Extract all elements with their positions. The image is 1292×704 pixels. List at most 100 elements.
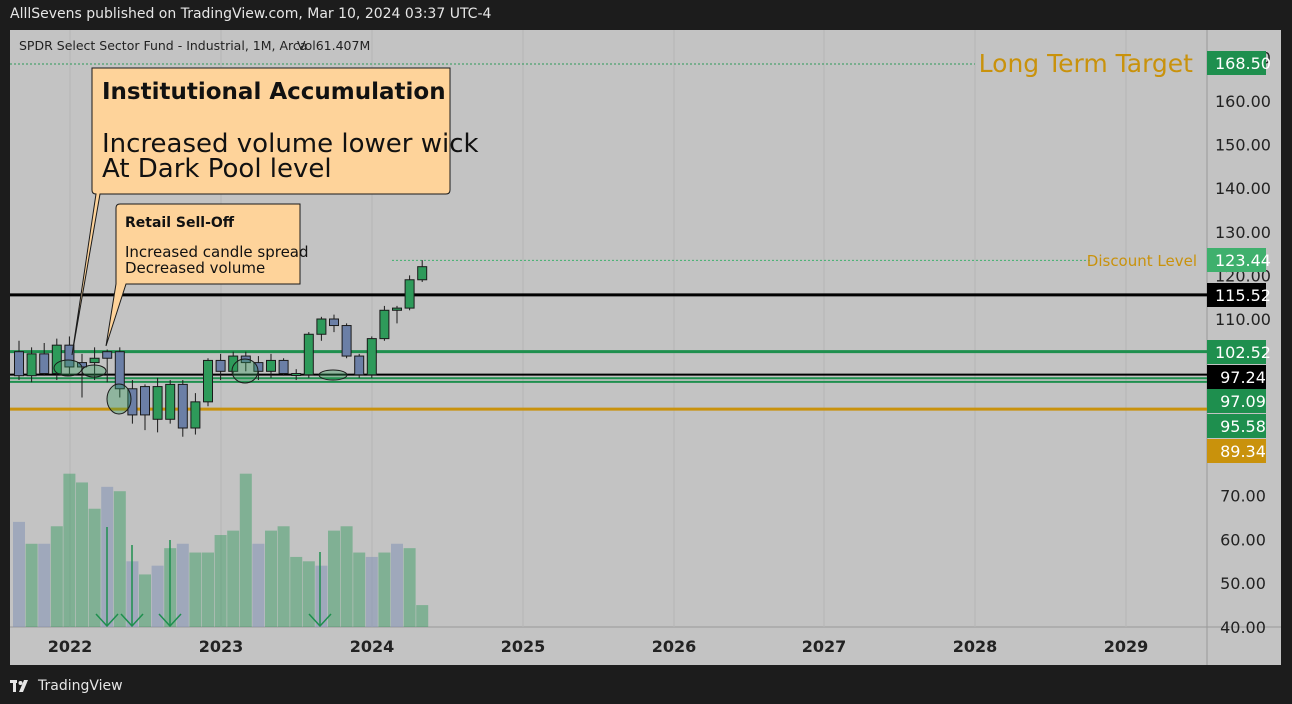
price-tag-label: 97.24 bbox=[1220, 368, 1266, 387]
candle-body bbox=[102, 351, 113, 359]
x-tick-label: 2029 bbox=[1104, 637, 1149, 656]
x-tick-label: 2027 bbox=[802, 637, 847, 656]
x-tick-label: 2028 bbox=[953, 637, 998, 656]
price-tag-bg bbox=[1207, 51, 1266, 75]
volume-bar bbox=[353, 552, 366, 627]
accumulation-circle bbox=[81, 364, 107, 378]
tradingview-logo-icon bbox=[10, 679, 32, 693]
candle-body bbox=[152, 386, 163, 420]
volume-bar bbox=[252, 543, 265, 627]
volume-bar bbox=[113, 491, 126, 627]
price-tag-label: 102.52 bbox=[1215, 343, 1271, 362]
x-tick-label: 2024 bbox=[350, 637, 395, 656]
volume-bar bbox=[176, 543, 189, 627]
y-tick-label: 60.00 bbox=[1220, 530, 1266, 549]
candle-body bbox=[14, 351, 24, 377]
volume-bar bbox=[202, 552, 214, 627]
candle-body bbox=[329, 318, 339, 327]
price-tag-bg bbox=[1207, 439, 1266, 463]
volume-label: Vol61.407M bbox=[297, 38, 370, 53]
price-tag-label: 123.44 bbox=[1215, 251, 1271, 270]
candle-body bbox=[404, 279, 415, 309]
volume-bar bbox=[315, 565, 328, 627]
price-tag-label: 168.50 bbox=[1215, 54, 1271, 73]
volume-bar bbox=[265, 530, 277, 627]
footer: TradingView bbox=[10, 676, 123, 696]
candle-body bbox=[26, 353, 37, 377]
candle-body bbox=[203, 359, 213, 403]
publish-header: AlllSevens published on TradingView.com,… bbox=[10, 6, 492, 22]
candle-body bbox=[39, 353, 50, 375]
callout-retail-line1: Increased candle spread bbox=[125, 243, 309, 261]
y-tick-label: 130.00 bbox=[1215, 223, 1271, 242]
price-tag-bg bbox=[1207, 248, 1266, 272]
x-tick-label: 2023 bbox=[199, 637, 244, 656]
volume-arrow-head bbox=[120, 613, 144, 628]
price-tag-bg bbox=[1207, 389, 1266, 413]
x-tick-label: 2022 bbox=[48, 637, 93, 656]
volume-bar bbox=[63, 473, 76, 627]
candle-body bbox=[215, 359, 226, 372]
candle-body bbox=[291, 373, 302, 376]
volume-bar bbox=[38, 543, 51, 627]
volume-arrow-head bbox=[158, 613, 182, 628]
callout-retail-title: Retail Sell-Off bbox=[125, 215, 235, 231]
callout-institutional bbox=[71, 67, 451, 356]
volume-bar bbox=[50, 526, 63, 627]
discount-level-label: Discount Level bbox=[1087, 252, 1197, 270]
candle-body bbox=[114, 351, 125, 390]
y-tick-label: 150.00 bbox=[1215, 136, 1271, 155]
x-tick-label: 2026 bbox=[652, 637, 697, 656]
candle-body bbox=[177, 383, 188, 429]
price-tag-label: 97.09 bbox=[1220, 392, 1266, 411]
volume-bar bbox=[151, 565, 164, 627]
accumulation-circle bbox=[231, 358, 259, 384]
price-tag-bg bbox=[1207, 414, 1266, 438]
callout-institutional-title: Institutional Accumulation bbox=[102, 79, 446, 105]
y-tick-label: 110.00 bbox=[1215, 310, 1271, 329]
volume-bar bbox=[139, 574, 151, 627]
y-tick-label: 140.00 bbox=[1215, 179, 1271, 198]
volume-bar bbox=[214, 535, 227, 627]
candle-body bbox=[64, 344, 75, 368]
volume-bar bbox=[391, 543, 403, 627]
y-tick-label: 40.00 bbox=[1220, 618, 1266, 637]
y-tick-label: 50.00 bbox=[1220, 574, 1266, 593]
long-term-target-label: Long Term Target bbox=[979, 49, 1194, 78]
volume-bar bbox=[403, 548, 416, 627]
candle-body bbox=[127, 388, 138, 416]
candle-body bbox=[190, 401, 201, 429]
candle-body bbox=[140, 386, 150, 416]
callout-retail-line2: Decreased volume bbox=[125, 259, 265, 277]
candle-body bbox=[341, 325, 352, 357]
price-tag-bg bbox=[1207, 365, 1266, 389]
volume-bar bbox=[340, 526, 353, 627]
accumulation-circle bbox=[53, 359, 83, 377]
candle-body bbox=[354, 355, 365, 376]
candle-body bbox=[366, 338, 377, 376]
price-tag-label: 115.52 bbox=[1215, 286, 1271, 305]
candle-body bbox=[266, 359, 276, 372]
candle-body bbox=[379, 309, 390, 340]
price-tag-bg bbox=[1207, 340, 1266, 364]
volume-bar bbox=[328, 530, 340, 627]
candle-body bbox=[89, 357, 100, 364]
callout-retail bbox=[105, 203, 301, 347]
price-tag-bg bbox=[1207, 283, 1266, 307]
candle-body bbox=[165, 383, 176, 420]
candle-body bbox=[316, 318, 327, 335]
volume-bar bbox=[365, 556, 378, 627]
volume-bar bbox=[76, 482, 88, 627]
volume-bar bbox=[277, 526, 290, 627]
candle-body bbox=[392, 307, 402, 311]
y-tick-label: 70.00 bbox=[1220, 487, 1266, 506]
price-tag-label: 95.58 bbox=[1220, 417, 1266, 436]
volume-bar bbox=[302, 561, 315, 627]
accumulation-circle bbox=[106, 383, 132, 415]
callout-institutional-line1: Increased volume lower wick bbox=[102, 129, 479, 159]
volume-bar bbox=[88, 508, 101, 627]
volume-arrow-head bbox=[308, 613, 332, 628]
volume-bar bbox=[189, 552, 202, 627]
candle-body bbox=[303, 333, 314, 376]
